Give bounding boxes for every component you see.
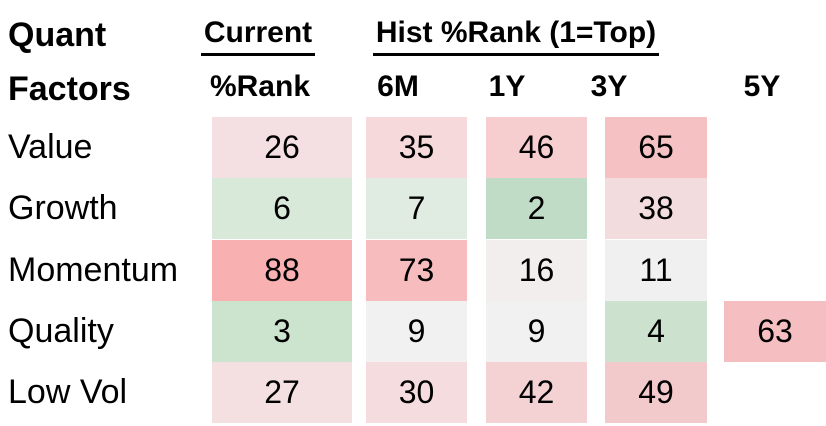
row-label-value: Value bbox=[8, 128, 93, 166]
corner-title-line1: Quant bbox=[8, 16, 107, 54]
cell-growth-3y: 38 bbox=[605, 178, 707, 239]
cell-quality-1y: 9 bbox=[486, 301, 587, 362]
cell-value-3y: 65 bbox=[605, 117, 707, 178]
col-header-6m: 6M bbox=[377, 70, 419, 103]
cell-value-1y: 46 bbox=[486, 117, 587, 178]
cell-quality-3y: 4 bbox=[605, 301, 707, 362]
row-label-growth: Growth bbox=[8, 189, 118, 227]
cell-quality-current: 3 bbox=[212, 301, 352, 362]
cell-growth-1y: 2 bbox=[486, 178, 587, 239]
cell-lowvol-6m: 30 bbox=[366, 362, 467, 423]
group-header-current-label: Current bbox=[200, 16, 316, 56]
cell-quality-5y: 63 bbox=[724, 301, 826, 362]
cell-momentum-1y: 16 bbox=[486, 240, 587, 301]
col-header-current-rank: %Rank bbox=[209, 70, 311, 103]
corner-title-line2: Factors bbox=[8, 70, 131, 108]
cell-quality-6m: 9 bbox=[366, 301, 467, 362]
group-header-hist-rank-label: Hist %Rank (1=Top) bbox=[372, 16, 660, 56]
cell-lowvol-3y: 49 bbox=[605, 362, 707, 423]
cell-momentum-5y bbox=[724, 240, 826, 301]
row-label-quality: Quality bbox=[8, 312, 114, 350]
cell-growth-current: 6 bbox=[212, 178, 352, 239]
group-header-current: Current bbox=[188, 16, 328, 56]
col-header-1y: 1Y bbox=[488, 70, 526, 103]
cell-value-5y bbox=[724, 117, 826, 178]
cell-value-current: 26 bbox=[212, 117, 352, 178]
row-label-lowvol: Low Vol bbox=[8, 373, 128, 411]
group-header-hist-rank: Hist %Rank (1=Top) bbox=[366, 16, 666, 56]
cell-lowvol-current: 27 bbox=[212, 362, 352, 423]
cell-value-6m: 35 bbox=[366, 117, 467, 178]
cell-momentum-3y: 11 bbox=[605, 240, 707, 301]
cell-lowvol-1y: 42 bbox=[486, 362, 587, 423]
cell-lowvol-5y bbox=[724, 362, 826, 423]
cell-momentum-current: 88 bbox=[212, 240, 352, 301]
col-header-5y: 5Y bbox=[743, 70, 781, 103]
cell-growth-6m: 7 bbox=[366, 178, 467, 239]
cell-momentum-6m: 73 bbox=[366, 240, 467, 301]
row-label-momentum: Momentum bbox=[8, 251, 179, 289]
cell-growth-5y bbox=[724, 178, 826, 239]
col-header-3y: 3Y bbox=[590, 70, 628, 103]
